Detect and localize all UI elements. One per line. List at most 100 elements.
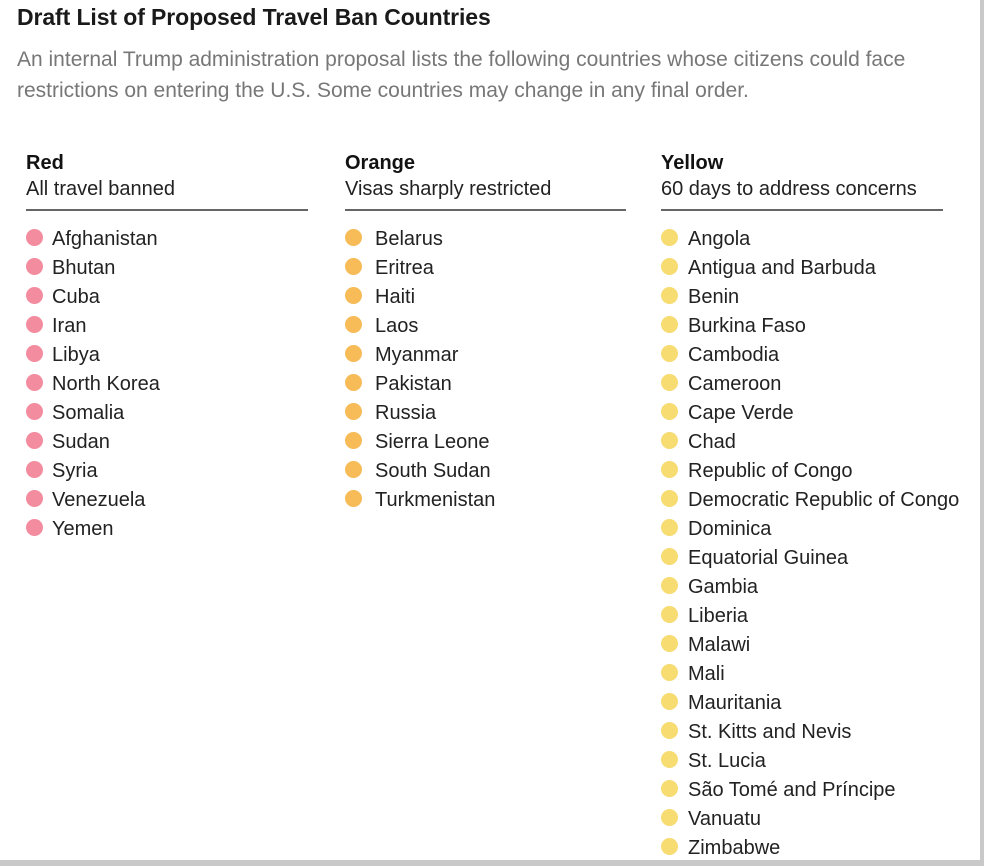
color-dot-icon: [661, 229, 678, 247]
country-list-item: Eritrea: [345, 254, 626, 283]
country-name: Pakistan: [375, 373, 452, 395]
column-heading: Yellow: [661, 152, 724, 174]
country-name: Liberia: [688, 605, 749, 627]
country-list-item: Cuba: [26, 283, 308, 312]
color-dot-icon: [345, 490, 362, 508]
column-red: Red All travel banned Afghanistan Bhutan C…: [26, 151, 308, 544]
country-name: Cameroon: [688, 373, 782, 395]
country-list-item: Angola: [661, 225, 943, 254]
country-list-item: St. Lucia: [661, 747, 943, 776]
country-name: Republic of Congo: [688, 460, 853, 482]
country-name: St. Kitts and Nevis: [688, 721, 852, 743]
country-list-item: Equatorial Guinea: [661, 544, 943, 573]
color-dot-icon: [661, 635, 678, 653]
country-list-item: Somalia: [26, 399, 308, 428]
column-description: All travel banned: [26, 178, 175, 200]
column-divider: [661, 209, 943, 211]
column-heading: Orange: [345, 152, 416, 174]
country-list-item: Pakistan: [345, 370, 626, 399]
color-dot-icon: [661, 751, 678, 769]
country-name: Equatorial Guinea: [688, 547, 849, 569]
color-dot-icon: [661, 693, 678, 711]
country-name: Gambia: [688, 576, 759, 598]
country-list-item: Benin: [661, 283, 943, 312]
country-name: Afghanistan: [52, 228, 158, 250]
country-name: Angola: [688, 228, 751, 250]
column-divider: [26, 209, 308, 211]
color-dot-icon: [661, 490, 678, 508]
column-description: 60 days to address concerns: [661, 178, 917, 200]
country-list-item: Mali: [661, 660, 943, 689]
country-list-item: Russia: [345, 399, 626, 428]
color-dot-icon: [26, 403, 43, 421]
color-dot-icon: [26, 345, 43, 363]
color-dot-icon: [26, 432, 43, 450]
country-name: Zimbabwe: [688, 837, 781, 859]
page-subtitle: An internal Trump administration proposa…: [17, 48, 906, 102]
country-name: St. Lucia: [688, 750, 766, 772]
country-name: Bhutan: [52, 257, 116, 279]
country-name: Belarus: [375, 228, 443, 250]
color-dot-icon: [26, 229, 43, 247]
country-name: Chad: [688, 431, 736, 453]
color-dot-icon: [26, 519, 43, 537]
country-list-item: Burkina Faso: [661, 312, 943, 341]
country-name: Dominica: [688, 518, 772, 540]
country-list-item: Democratic Republic of Congo: [661, 486, 959, 515]
color-dot-icon: [26, 258, 43, 276]
country-list-item: North Korea: [26, 370, 308, 399]
color-dot-icon: [661, 316, 678, 334]
color-dot-icon: [26, 374, 43, 392]
color-dot-icon: [345, 258, 362, 276]
country-list-item: Cameroon: [661, 370, 943, 399]
country-list-item: Libya: [26, 341, 308, 370]
color-dot-icon: [661, 461, 678, 479]
country-list-item: Cambodia: [661, 341, 943, 370]
country-list-item: Sierra Leone: [345, 428, 626, 457]
country-name: Turkmenistan: [375, 489, 496, 511]
country-list-item: Liberia: [661, 602, 943, 631]
country-list-item: São Tomé and Príncipe: [661, 776, 943, 805]
country-list-item: Dominica: [661, 515, 943, 544]
country-list-item: Belarus: [345, 225, 626, 254]
color-dot-icon: [345, 287, 362, 305]
country-name: Mali: [688, 663, 725, 685]
column-description: Visas sharply restricted: [345, 178, 552, 200]
country-list-item: Turkmenistan: [345, 486, 626, 515]
color-dot-icon: [661, 519, 678, 537]
color-dot-icon: [26, 461, 43, 479]
country-list-item: Myanmar: [345, 341, 626, 370]
column-yellow: Yellow 60 days to address concerns Angol…: [661, 151, 959, 863]
color-dot-icon: [661, 809, 678, 827]
country-name: Somalia: [52, 402, 125, 424]
color-dot-icon: [345, 316, 362, 334]
country-list-item: Bhutan: [26, 254, 308, 283]
color-dot-icon: [661, 345, 678, 363]
country-name: Venezuela: [52, 489, 146, 511]
country-list-item: Yemen: [26, 515, 308, 544]
country-list-item: Gambia: [661, 573, 943, 602]
color-dot-icon: [661, 780, 678, 798]
country-name: Haiti: [375, 286, 416, 308]
country-list-item: St. Kitts and Nevis: [661, 718, 943, 747]
color-dot-icon: [345, 345, 362, 363]
country-list-item: Syria: [26, 457, 308, 486]
country-list-item: Laos: [345, 312, 626, 341]
country-list-orange: Belarus Eritrea Haiti Laos Myanmar Pakistan Ru…: [345, 225, 626, 515]
country-name: Vanuatu: [688, 808, 762, 830]
country-name: Syria: [52, 460, 98, 482]
country-name: Benin: [688, 286, 740, 308]
country-name: Cape Verde: [688, 402, 794, 424]
color-dot-icon: [26, 490, 43, 508]
country-list-item: Cape Verde: [661, 399, 943, 428]
country-name: Mauritania: [688, 692, 782, 714]
country-name: Sierra Leone: [375, 431, 490, 453]
country-name: Myanmar: [375, 344, 459, 366]
country-name: Sudan: [52, 431, 110, 453]
country-name: South Sudan: [375, 460, 491, 482]
country-name: Malawi: [688, 634, 751, 656]
color-dot-icon: [345, 229, 362, 247]
country-name: Burkina Faso: [688, 315, 806, 337]
country-list-item: Vanuatu: [661, 805, 943, 834]
